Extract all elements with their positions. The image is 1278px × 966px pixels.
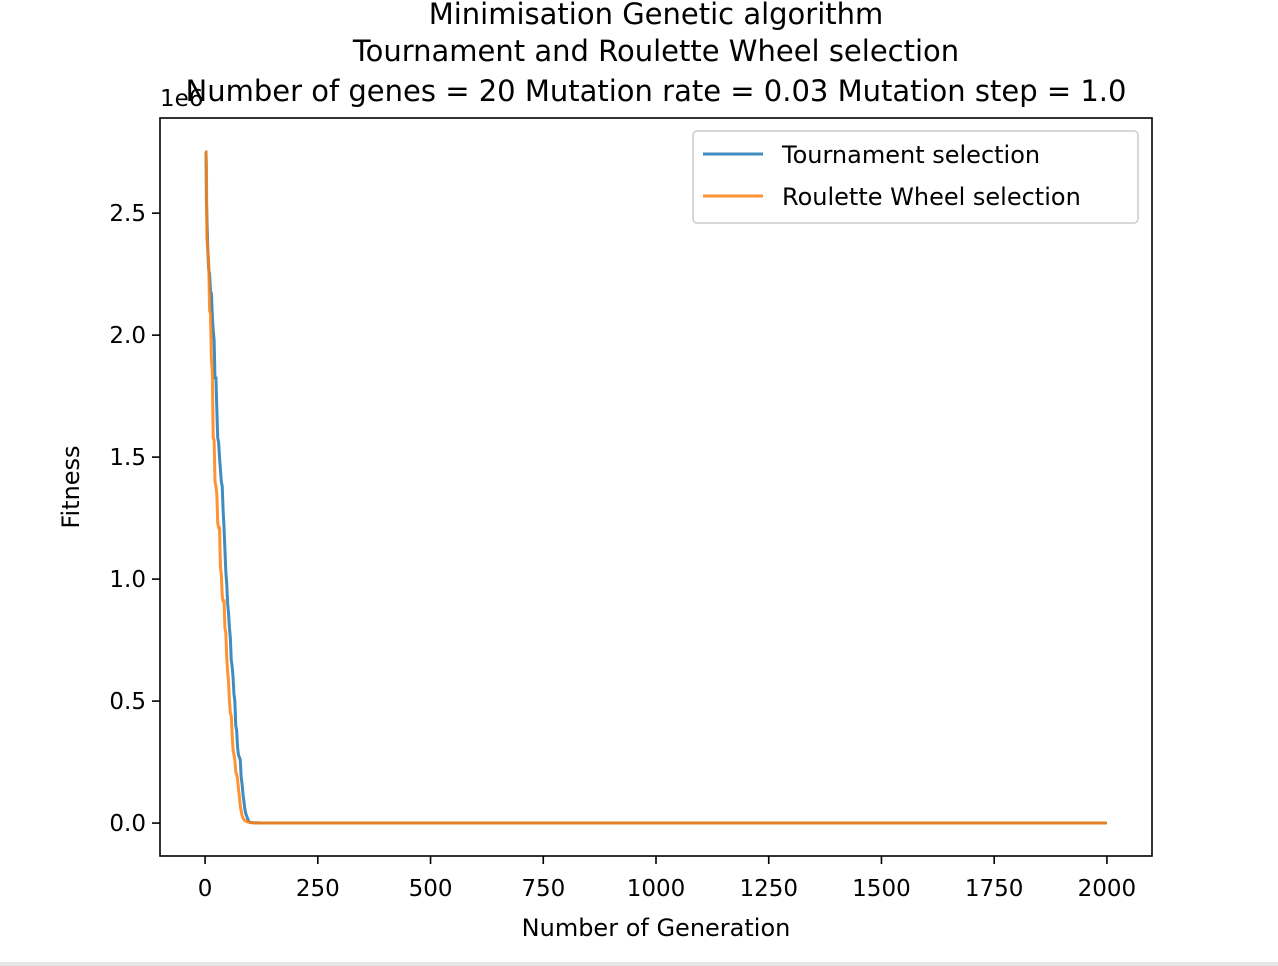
x-tick-label: 1000 bbox=[627, 876, 686, 902]
x-tick-label: 750 bbox=[521, 876, 565, 902]
x-tick-label: 1750 bbox=[965, 876, 1024, 902]
legend-label-tournament: Tournament selection bbox=[781, 141, 1040, 169]
chart-title-line-1: Minimisation Genetic algorithm bbox=[429, 0, 884, 31]
series-line-tournament bbox=[204, 150, 1107, 825]
y-tick-label: 0.0 bbox=[109, 811, 146, 837]
bottom-border bbox=[0, 962, 1278, 966]
chart-title-line-3: Number of genes = 20 Mutation rate = 0.0… bbox=[186, 74, 1127, 108]
x-tick-label: 250 bbox=[296, 876, 340, 902]
x-tick-label: 1500 bbox=[852, 876, 911, 902]
y-tick-label: 2.0 bbox=[109, 323, 146, 349]
legend: Tournament selection Roulette Wheel selec… bbox=[692, 130, 1139, 224]
axes-frame bbox=[159, 117, 1153, 857]
chart-title: Minimisation Genetic algorithm Tournamen… bbox=[186, 0, 1127, 108]
legend-entries: Tournament selection Roulette Wheel selec… bbox=[703, 141, 1081, 211]
series-group bbox=[204, 150, 1107, 825]
plot-area bbox=[159, 117, 1153, 857]
x-tick-label: 0 bbox=[198, 876, 213, 902]
x-tick-label: 2000 bbox=[1078, 876, 1137, 902]
x-tick-label: 500 bbox=[409, 876, 453, 902]
y-tick-label: 1.5 bbox=[109, 445, 146, 471]
x-axis-ticks: 0 250 500 750 1000 1250 1500 1750 2000 bbox=[198, 856, 1136, 902]
series-line-roulette-wheel bbox=[204, 150, 1107, 825]
y-axis-offset-label: 1e6 bbox=[160, 86, 203, 112]
x-tick-label: 1250 bbox=[739, 876, 798, 902]
y-axis-ticks: 0.0 0.5 1.0 1.5 2.0 2.5 bbox=[109, 201, 160, 837]
y-tick-label: 2.5 bbox=[109, 201, 146, 227]
y-axis-label: Fitness bbox=[57, 445, 85, 528]
legend-box bbox=[692, 130, 1139, 224]
legend-label-roulette-wheel: Roulette Wheel selection bbox=[782, 183, 1081, 211]
chart-title-line-2: Tournament and Roulette Wheel selection bbox=[352, 34, 959, 68]
y-tick-label: 1.0 bbox=[109, 567, 146, 593]
x-axis-label: Number of Generation bbox=[522, 914, 791, 942]
y-tick-label: 0.5 bbox=[109, 689, 146, 715]
